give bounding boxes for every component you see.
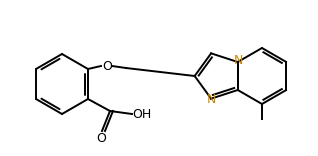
Text: OH: OH [132, 107, 152, 120]
Text: N: N [234, 54, 244, 68]
Text: N: N [206, 93, 216, 106]
Text: O: O [96, 132, 106, 144]
Text: O: O [102, 59, 112, 73]
